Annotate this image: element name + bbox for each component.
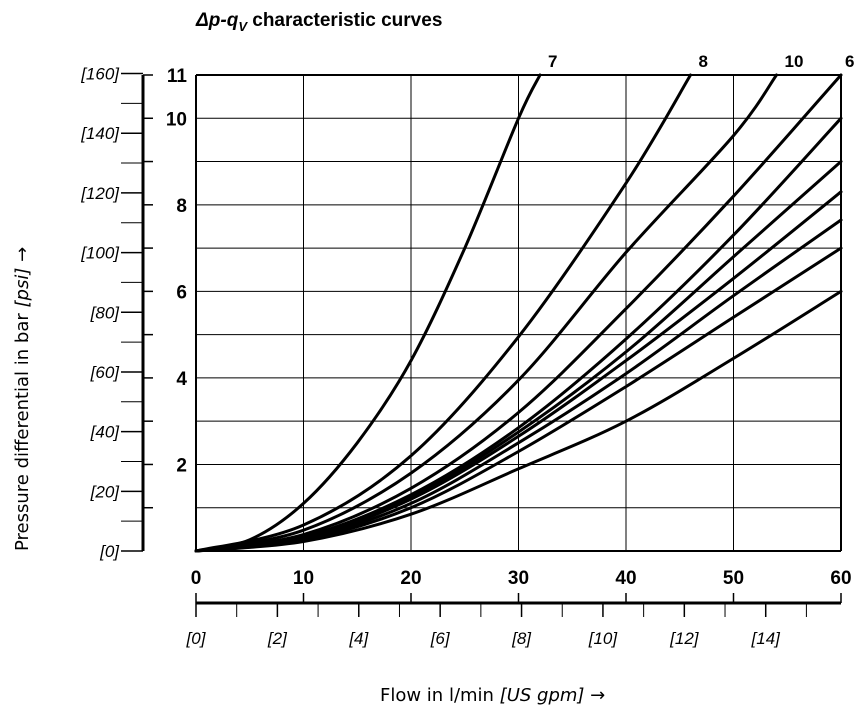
gpm-tick-label: [2] (267, 629, 288, 648)
series-labels: 7 8 10 6 (548, 52, 854, 71)
series-label-7: 7 (548, 52, 557, 71)
chart-title: Δp-qV characteristic curves (195, 10, 442, 34)
bar-tick-label: 11 (167, 66, 188, 87)
y-axis-title-arrow: → (12, 247, 33, 268)
flow-tick-label: 10 (293, 568, 314, 589)
psi-tick-label: [140] (80, 124, 120, 143)
series-curve-8 (194, 73, 692, 553)
psi-tick-label: [40] (90, 423, 121, 442)
grid (196, 75, 841, 551)
flow-tick-label: 40 (615, 568, 636, 589)
bar-tick-label: 6 (176, 282, 187, 303)
psi-tick-label: [60] (90, 363, 121, 382)
y-axis-title: Pressure differential in bar [psi] → (12, 247, 33, 551)
x-axis-title: Flow in l/min [US gpm] → (380, 685, 605, 706)
flow-tick-label: 60 (830, 568, 851, 589)
title-sub-v: V (238, 19, 248, 34)
title-rest: characteristic curves (247, 10, 442, 31)
bar-tick-label: 4 (176, 369, 187, 390)
gpm-tick-label: [4] (348, 629, 369, 648)
series-curve-unlabeled-9 (194, 289, 843, 553)
curves (194, 73, 843, 553)
y-axis-title-text: Pressure differential in bar (12, 308, 33, 552)
series-curve-7 (194, 73, 542, 553)
bar-tick-label: 8 (176, 196, 187, 217)
y-axis-title-secondary: [psi] (12, 268, 33, 308)
psi-tick-label: [20] (90, 482, 121, 501)
plot-frame (195, 74, 842, 552)
gpm-tick-label: [6] (430, 629, 451, 648)
x-axis-title-text: Flow in l/min (380, 685, 500, 706)
series-label-6: 6 (845, 52, 854, 71)
gpm-tick-label: [10] (588, 629, 619, 648)
gpm-tick-label: [8] (511, 629, 532, 648)
psi-tick-label: [80] (90, 303, 121, 322)
series-label-8: 8 (699, 52, 708, 71)
title-dash-q: -q (220, 10, 238, 31)
psi-tick-label: [160] (80, 65, 120, 84)
x-axes: 0 10 20 30 40 50 60 [0] [2] [4] [6] [8] [10] [12] [14] (186, 568, 852, 648)
psi-tick-label: [100] (80, 244, 120, 263)
bar-tick-label: 10 (166, 109, 187, 130)
flow-tick-label: 0 (191, 568, 202, 589)
flow-tick-label: 20 (400, 568, 421, 589)
gpm-tick-label: [0] (186, 629, 207, 648)
psi-tick-label: [0] (99, 542, 120, 561)
series-label-10: 10 (785, 52, 804, 71)
bar-tick-label: 2 (176, 455, 187, 476)
x-axis-title-secondary: [US gpm] (500, 685, 585, 706)
title-delta-p: Δp (195, 10, 220, 31)
psi-tick-label: [120] (80, 184, 120, 203)
series-curve-6 (194, 73, 843, 553)
series-curve-10 (194, 73, 778, 553)
gpm-tick-label: [12] (669, 629, 700, 648)
x-axis-title-arrow: → (584, 685, 605, 706)
gpm-tick-label: [14] (751, 629, 782, 648)
flow-tick-label: 30 (508, 568, 529, 589)
y-axes: [0] [20] [40] [60] [80] [100] [120] [140] [160] 2… (80, 65, 187, 561)
flow-tick-label: 50 (723, 568, 744, 589)
